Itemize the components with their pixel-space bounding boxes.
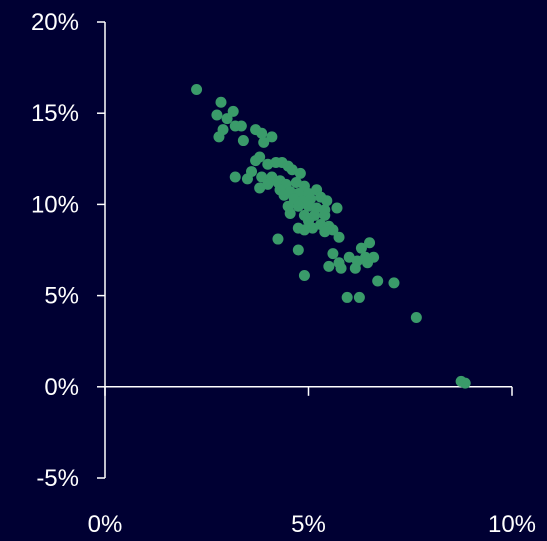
axes bbox=[97, 21, 513, 479]
tick-labels: -5% 0% 5% 10% 15% 20% 0% 5% 10% bbox=[31, 9, 536, 538]
y-tick-label: -5% bbox=[36, 465, 79, 492]
data-point bbox=[241, 173, 253, 185]
data-point bbox=[323, 260, 335, 272]
data-point bbox=[349, 262, 361, 274]
data-point bbox=[213, 131, 225, 143]
data-point bbox=[191, 83, 203, 95]
data-point bbox=[331, 202, 343, 214]
x-tick-label: 5% bbox=[291, 511, 326, 538]
data-point bbox=[284, 208, 296, 220]
data-point bbox=[292, 200, 304, 212]
data-point bbox=[335, 262, 347, 274]
data-point bbox=[266, 131, 278, 143]
data-point bbox=[272, 233, 284, 245]
data-point bbox=[250, 155, 262, 167]
y-tick-label: 0% bbox=[44, 374, 79, 401]
data-point bbox=[292, 244, 304, 256]
data-point bbox=[327, 248, 339, 260]
data-point bbox=[229, 171, 241, 183]
data-point bbox=[256, 127, 268, 139]
data-point bbox=[364, 237, 376, 249]
data-point bbox=[256, 171, 268, 183]
data-point bbox=[333, 231, 345, 243]
data-point bbox=[353, 291, 365, 303]
data-point bbox=[410, 311, 422, 323]
data-point bbox=[227, 105, 239, 117]
data-point bbox=[355, 242, 367, 254]
data-point bbox=[307, 222, 319, 234]
data-point bbox=[221, 113, 233, 125]
data-points bbox=[191, 83, 471, 389]
data-point bbox=[298, 270, 310, 282]
data-point bbox=[321, 195, 333, 207]
data-point bbox=[372, 275, 384, 287]
data-point bbox=[258, 136, 270, 148]
data-point bbox=[235, 120, 247, 132]
data-point bbox=[215, 96, 227, 108]
y-tick-label: 20% bbox=[31, 9, 79, 36]
data-point bbox=[388, 277, 400, 289]
data-point bbox=[278, 189, 290, 201]
data-point bbox=[341, 291, 353, 303]
data-point bbox=[211, 109, 223, 121]
data-point bbox=[294, 167, 306, 179]
data-point bbox=[362, 257, 374, 269]
data-point bbox=[459, 377, 471, 389]
data-point bbox=[327, 224, 339, 236]
y-tick-label: 15% bbox=[31, 100, 79, 127]
data-point bbox=[237, 135, 249, 147]
data-point bbox=[254, 182, 266, 194]
data-point bbox=[319, 209, 331, 221]
y-tick-label: 10% bbox=[31, 191, 79, 218]
x-tick-label: 0% bbox=[88, 511, 123, 538]
y-tick-label: 5% bbox=[44, 283, 79, 310]
x-tick-label: 10% bbox=[488, 511, 536, 538]
